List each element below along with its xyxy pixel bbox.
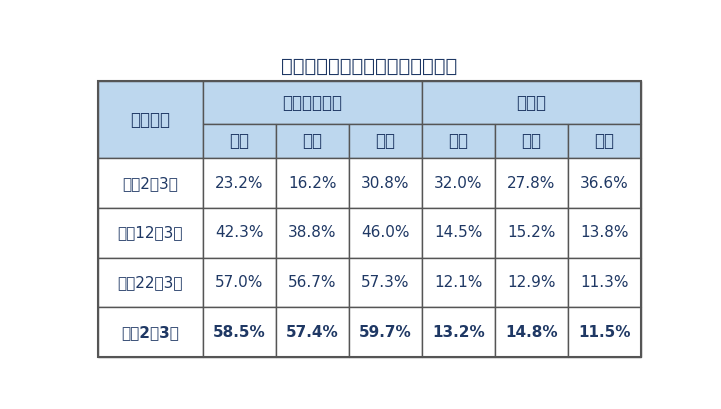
Bar — [98, 308, 203, 357]
Bar — [98, 158, 203, 208]
Text: 12.1%: 12.1% — [434, 275, 482, 290]
Bar — [98, 258, 203, 308]
Text: 15.2%: 15.2% — [508, 225, 556, 240]
Text: 卒業年月: 卒業年月 — [131, 111, 170, 129]
Text: 58.5%: 58.5% — [213, 325, 265, 340]
Bar — [275, 308, 349, 357]
Bar — [203, 258, 275, 308]
Bar — [98, 81, 203, 158]
Text: 27.8%: 27.8% — [508, 176, 556, 191]
Bar — [349, 308, 422, 357]
Bar — [203, 158, 275, 208]
Bar — [349, 158, 422, 208]
Bar — [349, 124, 422, 158]
Text: 13.2%: 13.2% — [432, 325, 485, 340]
Bar — [422, 308, 495, 357]
Text: 全体: 全体 — [229, 132, 249, 150]
Bar — [275, 158, 349, 208]
Text: 36.6%: 36.6% — [580, 176, 629, 191]
Text: 32.0%: 32.0% — [434, 176, 482, 191]
Text: 57.4%: 57.4% — [286, 325, 339, 340]
Text: 30.8%: 30.8% — [361, 176, 410, 191]
Bar — [495, 124, 568, 158]
Bar — [203, 124, 275, 158]
Bar — [203, 208, 275, 258]
Bar — [422, 258, 495, 308]
Text: 男子: 男子 — [521, 132, 541, 150]
Bar — [349, 258, 422, 308]
Text: 12.9%: 12.9% — [508, 275, 556, 290]
Text: 11.3%: 11.3% — [580, 275, 629, 290]
Text: 57.3%: 57.3% — [361, 275, 410, 290]
Bar — [495, 208, 568, 258]
Bar — [275, 208, 349, 258]
Text: 46.0%: 46.0% — [361, 225, 410, 240]
Bar — [422, 208, 495, 258]
Bar — [422, 81, 641, 124]
Text: 11.5%: 11.5% — [578, 325, 631, 340]
Bar — [275, 258, 349, 308]
Text: 女子: 女子 — [595, 132, 614, 150]
Text: 平成12年3月: 平成12年3月 — [118, 225, 183, 240]
Text: 男子: 男子 — [302, 132, 322, 150]
Text: 就職率: 就職率 — [516, 94, 547, 112]
Text: 42.3%: 42.3% — [215, 225, 263, 240]
Bar — [349, 208, 422, 258]
Text: 57.0%: 57.0% — [215, 275, 263, 290]
Bar — [203, 308, 275, 357]
Bar — [495, 158, 568, 208]
Text: 平成22年3月: 平成22年3月 — [118, 275, 183, 290]
Bar — [422, 158, 495, 208]
Bar — [98, 208, 203, 258]
Text: 23.2%: 23.2% — [215, 176, 263, 191]
Bar — [568, 308, 641, 357]
Bar — [495, 308, 568, 357]
Bar — [568, 158, 641, 208]
Bar — [568, 258, 641, 308]
Text: 令和2年3月: 令和2年3月 — [121, 325, 179, 340]
Text: 大学等進学率: 大学等進学率 — [282, 94, 342, 112]
Bar — [568, 124, 641, 158]
Bar — [422, 124, 495, 158]
Text: 平成2年3月: 平成2年3月 — [123, 176, 178, 191]
Bar — [495, 258, 568, 308]
Text: 高等学校卒業者の進路状況の推移: 高等学校卒業者の進路状況の推移 — [281, 56, 458, 76]
Text: 59.7%: 59.7% — [359, 325, 412, 340]
Text: 13.8%: 13.8% — [580, 225, 629, 240]
Bar — [275, 124, 349, 158]
Text: 16.2%: 16.2% — [288, 176, 337, 191]
Text: 14.5%: 14.5% — [434, 225, 482, 240]
Text: 56.7%: 56.7% — [288, 275, 337, 290]
Text: 全体: 全体 — [448, 132, 469, 150]
Text: 女子: 女子 — [375, 132, 395, 150]
Bar — [568, 208, 641, 258]
Text: 38.8%: 38.8% — [288, 225, 337, 240]
Bar — [203, 81, 422, 124]
Text: 14.8%: 14.8% — [505, 325, 558, 340]
Bar — [98, 81, 641, 357]
